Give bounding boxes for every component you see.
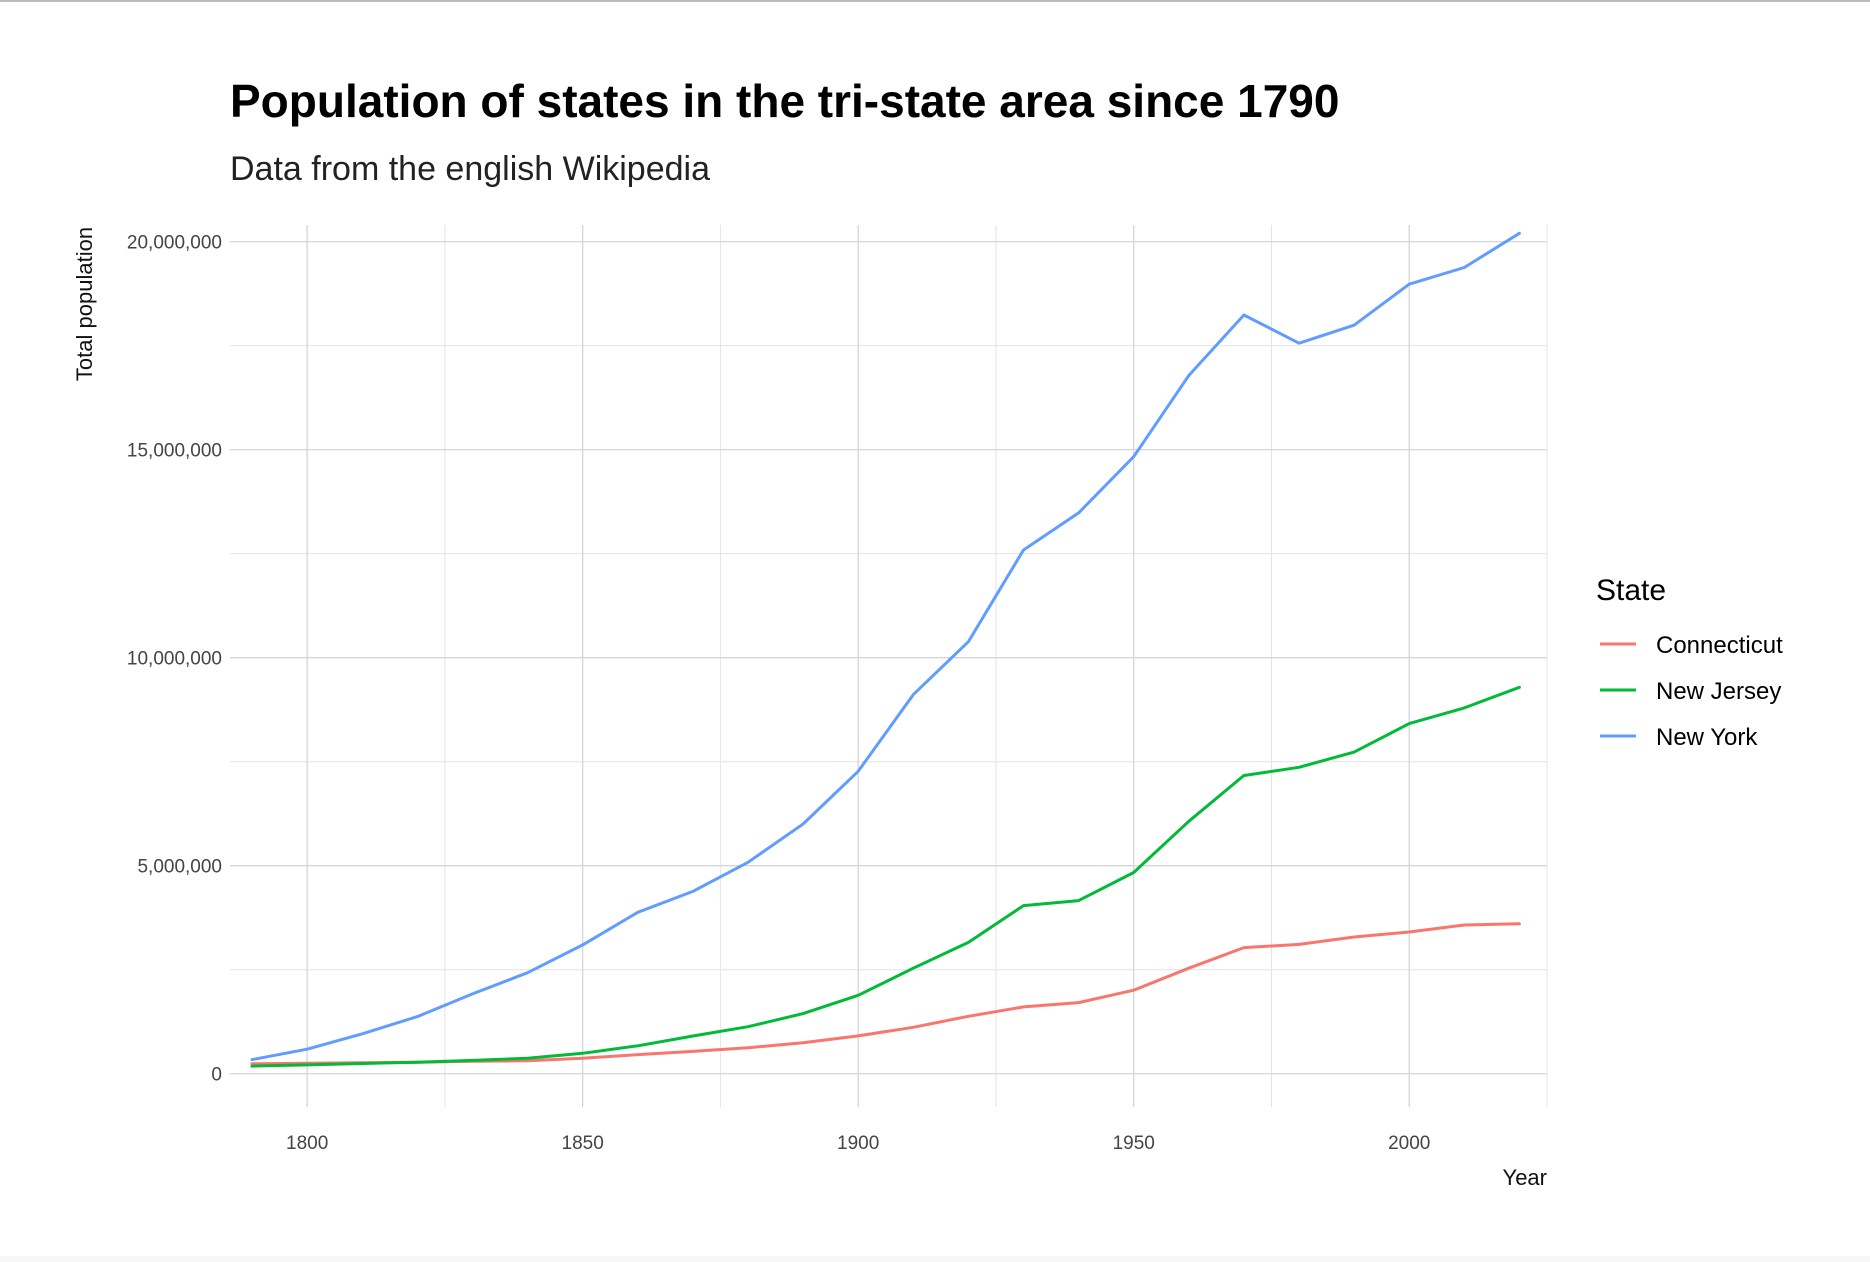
chart-subtitle: Data from the english Wikipedia [230,150,710,188]
y-tick-label: 5,000,000 [137,857,222,878]
x-tick-label: 1900 [837,1133,879,1154]
x-tick-label: 1950 [1113,1133,1155,1154]
series-line-new-york [250,231,1521,1062]
chart-title: Population of states in the tri-state ar… [230,75,1339,127]
grid [230,225,1548,1107]
legend-label: New York [1656,724,1758,751]
legend-label: Connecticut [1656,632,1783,659]
x-axis-label: Year [1503,1165,1547,1190]
y-tick-label: 20,000,000 [127,233,222,254]
tick-labels: 0 5,000,000 10,000,000 15,000,000 20,000,000… [127,233,1430,1154]
legend: State Connecticut New Jersey New York [1596,574,1783,751]
y-tick-label: 0 [211,1065,222,1086]
series-lines [250,231,1521,1068]
x-tick-label: 2000 [1388,1133,1430,1154]
y-tick-label: 15,000,000 [127,441,222,462]
legend-label: New Jersey [1656,678,1781,705]
y-axis-label: Total population [72,227,97,381]
legend-title: State [1596,574,1666,607]
series-line-connecticut [250,922,1521,1066]
y-tick-label: 10,000,000 [127,649,222,670]
x-tick-label: 1850 [562,1133,604,1154]
series-line-new-jersey [250,685,1521,1068]
x-tick-label: 1800 [286,1133,328,1154]
